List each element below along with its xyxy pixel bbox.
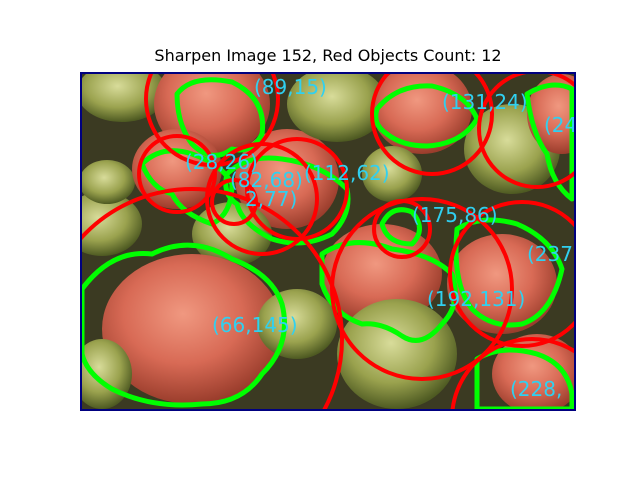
detection-coordinate-label: (89,15)	[254, 75, 327, 99]
detection-circle	[370, 74, 494, 176]
detection-coordinate-label: (175,86)	[412, 203, 498, 227]
detection-coordinate-label: (192,131)	[427, 287, 525, 311]
detection-circle-layer	[82, 74, 574, 409]
detection-coordinate-label: (82,68)	[230, 168, 303, 192]
detection-circle	[82, 187, 344, 409]
detection-coordinate-label: (66,145)	[212, 313, 298, 337]
image-plot-area: (89,15) (131,24) (24 (28,26) (82,68) (112,62)…	[80, 72, 576, 411]
figure-title: Sharpen Image 152, Red Objects Count: 12	[154, 46, 502, 65]
contour-layer	[82, 77, 574, 409]
detection-coordinate-label: (131,24)	[442, 90, 528, 114]
detection-circle	[450, 337, 574, 409]
detection-coordinate-label: 2,77)	[245, 187, 297, 211]
detection-circle	[245, 137, 349, 241]
detection-coordinate-label: (28,26)	[185, 150, 258, 174]
detection-label-layer: (89,15) (131,24) (24 (28,26)(82,68) (112,62)…	[185, 75, 574, 401]
annotated-image: (89,15) (131,24) (24 (28,26)(82,68) (112,62)…	[82, 74, 574, 409]
detection-coordinate-label: (24	[544, 113, 574, 137]
detection-circle	[205, 142, 319, 256]
detection-coordinate-label: (237	[527, 242, 573, 266]
detection-coordinate-label: (112,62)	[304, 161, 390, 185]
detection-circle	[477, 74, 574, 189]
detection-circle	[448, 200, 574, 348]
detection-coordinate-label: (228,	[510, 377, 562, 401]
